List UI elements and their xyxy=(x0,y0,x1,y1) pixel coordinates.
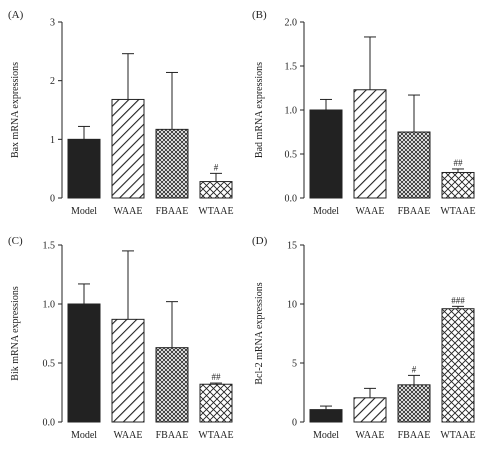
significance-label: ### xyxy=(451,295,465,305)
bar xyxy=(397,131,431,199)
bar xyxy=(353,89,387,199)
bar xyxy=(441,308,475,423)
chart-panel: (D) 0 5 10 15 Bcl-2 mRNA expressions Model WAAE… xyxy=(252,235,476,441)
y-axis-label: Bax mRNA expressions xyxy=(10,62,21,158)
y-tick-label: 0 xyxy=(292,418,297,429)
x-tick-label: Model xyxy=(71,430,97,441)
significance-label: # xyxy=(214,162,219,172)
chart-panel: (A) 0 1 2 3 Bax mRNA expressions Model WAAE FBAA… xyxy=(8,9,234,217)
chart-panel: (C) 0.0 0.5 1.0 1.5 Bik mRNA expressions Model… xyxy=(8,235,234,441)
bar xyxy=(309,409,343,423)
x-tick-label: WAAE xyxy=(356,430,385,441)
panel-label: (C) xyxy=(8,235,23,247)
x-tick-label: WTAAE xyxy=(440,206,475,217)
y-axis-label: Bcl-2 mRNA expressions xyxy=(254,282,265,384)
bar xyxy=(155,128,189,199)
y-tick-label: 10 xyxy=(287,300,297,311)
bar xyxy=(199,181,233,199)
x-tick-label: WTAAE xyxy=(440,430,475,441)
x-tick-label: FBAAE xyxy=(398,430,431,441)
y-tick-label: 1.0 xyxy=(43,300,56,311)
x-tick-label: FBAAE xyxy=(156,430,189,441)
significance-label: # xyxy=(412,364,417,374)
bar xyxy=(397,384,431,423)
bar xyxy=(353,397,387,423)
x-tick-label: WAAE xyxy=(356,206,385,217)
bar xyxy=(67,303,101,423)
y-tick-label: 1.5 xyxy=(43,241,56,252)
y-tick-label: 0.0 xyxy=(43,418,56,429)
y-tick-label: 0.0 xyxy=(285,194,298,205)
x-tick-label: Model xyxy=(71,206,97,217)
y-tick-label: 0.5 xyxy=(285,150,298,161)
bar xyxy=(155,347,189,423)
y-tick-label: 2 xyxy=(50,76,55,87)
significance-label: ## xyxy=(454,158,464,168)
x-tick-label: WAAE xyxy=(114,430,143,441)
y-tick-label: 2.0 xyxy=(285,18,298,29)
y-tick-label: 0 xyxy=(50,194,55,205)
x-tick-label: WTAAE xyxy=(198,206,233,217)
y-tick-label: 3 xyxy=(50,18,55,29)
panel-label: (A) xyxy=(8,9,24,21)
y-tick-label: 5 xyxy=(292,359,297,370)
y-axis-label: Bik mRNA expressions xyxy=(10,286,21,381)
x-tick-label: FBAAE xyxy=(156,206,189,217)
bar xyxy=(309,109,343,199)
bar xyxy=(111,318,145,423)
x-tick-label: WAAE xyxy=(114,206,143,217)
y-tick-label: 1.0 xyxy=(285,106,298,117)
panel-label: (B) xyxy=(252,9,267,21)
significance-label: ## xyxy=(212,372,222,382)
bar xyxy=(111,98,145,199)
x-tick-label: FBAAE xyxy=(398,206,431,217)
chart-panel: (B) 0.0 0.5 1.0 1.5 2.0 Bad mRNA expressions Mo… xyxy=(252,9,476,217)
x-tick-label: Model xyxy=(313,430,339,441)
panel-label: (D) xyxy=(252,235,268,247)
x-tick-label: Model xyxy=(313,206,339,217)
bar xyxy=(67,138,101,199)
y-tick-label: 15 xyxy=(287,241,297,252)
y-tick-label: 1.5 xyxy=(285,62,298,73)
bar xyxy=(199,383,233,423)
y-tick-label: 0.5 xyxy=(43,359,56,370)
y-axis-label: Bad mRNA expressions xyxy=(254,62,265,158)
x-tick-label: WTAAE xyxy=(198,430,233,441)
bar xyxy=(441,171,475,199)
y-tick-label: 1 xyxy=(50,135,55,146)
